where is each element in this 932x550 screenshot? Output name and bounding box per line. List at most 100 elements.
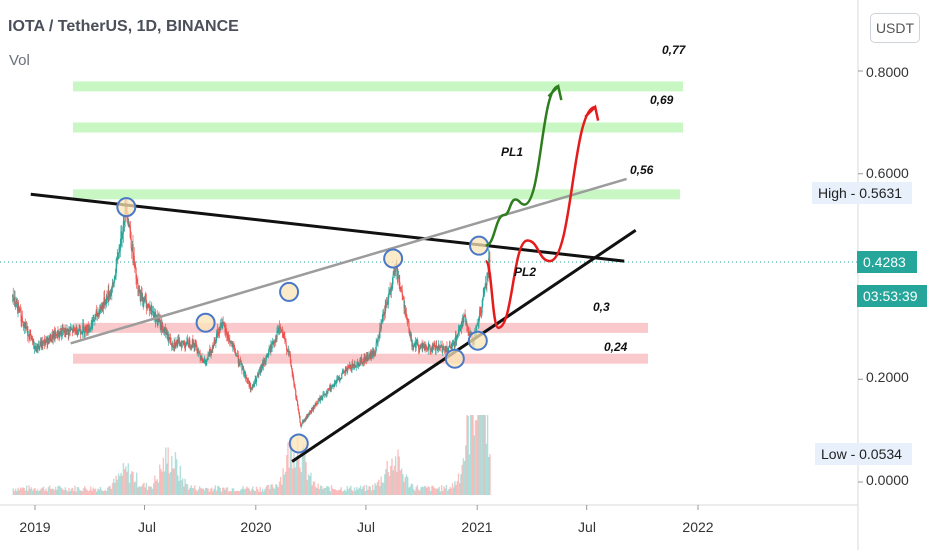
candle-body: [403, 297, 405, 309]
candle-body: [127, 216, 129, 220]
candle-body: [15, 301, 17, 307]
candle-body: [235, 352, 237, 356]
candle-body: [41, 341, 43, 346]
candle-body: [289, 351, 291, 354]
candle-body: [266, 354, 268, 356]
candle-body: [58, 333, 60, 336]
candle-body: [317, 403, 319, 405]
candle-body: [434, 346, 437, 350]
candle-body: [278, 326, 280, 333]
candle-body: [344, 371, 346, 373]
candle-body: [454, 342, 456, 347]
candle-body: [211, 350, 213, 352]
volume-bar: [273, 488, 276, 495]
candle-body: [218, 332, 220, 334]
candle-body: [60, 330, 62, 334]
candle-body: [40, 341, 42, 347]
candle-body: [173, 342, 175, 347]
candle-body: [348, 366, 350, 368]
candle-body: [380, 323, 382, 331]
candle-body: [291, 368, 293, 373]
candle-body: [136, 279, 138, 282]
candle-body: [181, 341, 183, 348]
candle-body: [366, 355, 368, 362]
candle-body: [160, 323, 162, 329]
candle-body: [398, 277, 400, 278]
volume-bar: [204, 487, 207, 495]
candle-body: [476, 323, 478, 326]
candle-body: [105, 296, 107, 304]
volume-bar: [81, 491, 83, 495]
volume-bar: [97, 488, 99, 495]
candle-body: [477, 323, 479, 325]
candle-body: [390, 287, 392, 292]
currency-unit-button[interactable]: USDT: [870, 13, 920, 43]
volume-bar: [209, 488, 212, 495]
volume-bar: [332, 488, 334, 495]
pl1-projection-path: [485, 85, 559, 247]
candle-body: [91, 322, 93, 329]
candle-body: [220, 322, 222, 327]
volume-bar: [453, 487, 455, 495]
candle-body: [279, 327, 281, 329]
candle-body: [98, 313, 100, 317]
candle-body: [123, 221, 125, 225]
volume-bar: [439, 491, 442, 495]
candle-body: [144, 297, 146, 299]
volume-bar: [86, 489, 88, 495]
candle-body: [374, 353, 376, 355]
volume-bar: [307, 474, 310, 495]
candle-body: [118, 247, 120, 258]
candle-body: [260, 366, 262, 373]
candle-body: [189, 340, 191, 348]
candle-body: [20, 310, 22, 322]
volume-bar: [150, 486, 152, 495]
volume-bar: [211, 487, 213, 495]
candle-body: [149, 307, 151, 311]
volume-bar: [407, 476, 409, 495]
volume-bar: [152, 483, 155, 495]
candle-body: [330, 388, 333, 389]
volume-bar: [227, 491, 230, 495]
volume-bar: [371, 484, 374, 495]
candle-body: [441, 345, 443, 346]
candle-body: [128, 223, 130, 228]
candle-body: [171, 344, 173, 347]
candle-body: [388, 291, 390, 296]
candle-body: [82, 325, 84, 327]
candle-body: [165, 331, 167, 335]
volume-bar: [344, 489, 346, 495]
volume-bar: [334, 489, 336, 495]
candle-body: [139, 291, 141, 301]
candle-body: [451, 343, 453, 347]
candle-body: [283, 334, 285, 337]
volume-bar: [364, 491, 367, 495]
volume-bar: [142, 484, 144, 495]
volume-bar: [454, 481, 456, 495]
volume-bar: [456, 480, 459, 495]
candle-body: [462, 317, 464, 327]
candle-body: [58, 333, 60, 337]
candle-body: [404, 305, 406, 309]
volume-bar: [385, 469, 387, 495]
volume-bar: [252, 486, 254, 495]
volume-bar: [466, 415, 468, 495]
candle-body: [431, 344, 434, 353]
candle-body: [455, 336, 457, 342]
candle-body: [174, 346, 176, 348]
candle-body: [215, 333, 218, 342]
volume-bar: [353, 487, 356, 495]
candle-body: [263, 360, 265, 365]
volume-bar: [58, 485, 60, 495]
candle-body: [220, 322, 222, 328]
candle-body: [284, 339, 287, 342]
volume-bar: [91, 490, 93, 495]
candle-body: [303, 419, 305, 421]
candle-body: [479, 310, 481, 312]
candle-body: [143, 297, 146, 302]
candle-body: [231, 342, 233, 344]
volume-bar: [207, 488, 209, 495]
volume-bar: [315, 486, 317, 495]
